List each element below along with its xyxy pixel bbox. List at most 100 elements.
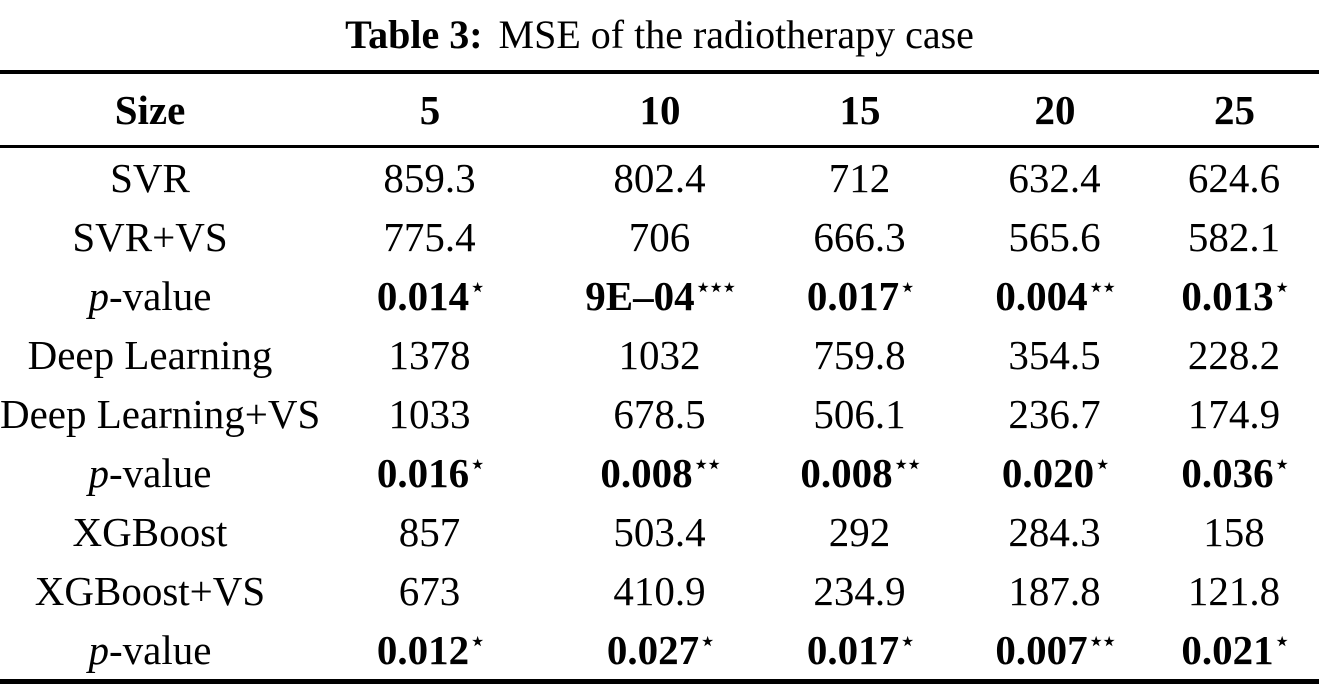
table-caption-text: MSE of the radiotherapy case <box>498 12 974 57</box>
value-number: 506.1 <box>813 390 906 437</box>
value-cell: 712 <box>760 147 960 208</box>
value-cell: 706 <box>560 207 760 266</box>
value-number: 857 <box>398 508 461 555</box>
row-label-text: XGBoost <box>72 508 228 555</box>
value-number: 582.1 <box>1187 213 1281 260</box>
value-number: 121.8 <box>1187 567 1281 614</box>
pvalue-row: p-value 0.014⋆ 9E–04⋆⋆⋆ 0.017⋆ 0.004⋆⋆ 0.013⋆ <box>0 266 1319 325</box>
value-cell: 410.9 <box>560 561 760 620</box>
value-cell: 0.008⋆⋆ <box>760 443 960 502</box>
value-number: 706 <box>628 213 691 260</box>
column-header-5: 25 <box>1150 72 1319 148</box>
value-number: 0.027 <box>606 626 700 673</box>
value-cell: 503.4 <box>560 502 760 561</box>
significance-stars: ⋆⋆⋆ <box>695 272 737 301</box>
value-number: 284.3 <box>1008 508 1101 555</box>
value-number: 678.5 <box>613 390 706 437</box>
row-label-text: Deep Learning+VS <box>0 390 321 437</box>
table-header: Size 5 10 15 20 25 <box>0 72 1319 148</box>
significance-stars: ⋆⋆ <box>693 449 722 478</box>
value-cell: 0.013⋆ <box>1150 266 1319 325</box>
value-cell: 775.4 <box>300 207 560 266</box>
row-label-text: -value <box>109 272 212 319</box>
column-header-0: Size <box>0 72 300 148</box>
row-label: p-value <box>0 266 300 325</box>
row-label-text: Deep Learning <box>27 331 273 378</box>
value-cell: 9E–04⋆⋆⋆ <box>560 266 760 325</box>
value-number: 759.8 <box>813 331 906 378</box>
value-number: 0.004 <box>995 272 1088 319</box>
value-cell: 859.3 <box>300 147 560 208</box>
value-cell: 0.027⋆ <box>560 620 760 682</box>
significance-stars: ⋆ <box>1095 449 1110 478</box>
value-number: 0.020 <box>1001 449 1095 496</box>
value-cell: 292 <box>760 502 960 561</box>
value-cell: 0.017⋆ <box>760 620 960 682</box>
value-cell: 284.3 <box>960 502 1150 561</box>
value-number: 1033 <box>388 390 471 437</box>
value-cell: 174.9 <box>1150 384 1319 443</box>
value-number: 354.5 <box>1008 331 1101 378</box>
value-cell: 632.4 <box>960 147 1150 208</box>
significance-stars: ⋆ <box>900 272 915 301</box>
value-number: 410.9 <box>613 567 706 614</box>
value-cell: 1378 <box>300 325 560 384</box>
significance-stars: ⋆ <box>470 449 485 478</box>
value-cell: 0.020⋆ <box>960 443 1150 502</box>
value-number: 859.3 <box>383 154 476 201</box>
value-number: 666.3 <box>813 213 906 260</box>
value-number: 292 <box>828 508 891 555</box>
row-label-text: -value <box>109 626 212 673</box>
row-label-italic-part: p <box>88 272 110 319</box>
table-caption: Table 3: MSE of the radiotherapy case <box>0 0 1319 70</box>
value-number: 0.007 <box>995 626 1088 673</box>
value-cell: 678.5 <box>560 384 760 443</box>
column-header-1: 5 <box>300 72 560 148</box>
row-label-text: -value <box>109 449 212 496</box>
row-label: p-value <box>0 620 300 682</box>
value-cell: 0.012⋆ <box>300 620 560 682</box>
value-number: 0.013 <box>1181 272 1274 319</box>
value-cell: 0.004⋆⋆ <box>960 266 1150 325</box>
significance-stars: ⋆⋆ <box>1088 272 1117 301</box>
column-header-3: 15 <box>760 72 960 148</box>
column-header-4: 20 <box>960 72 1150 148</box>
value-number: 0.008 <box>600 449 693 496</box>
value-cell: 0.036⋆ <box>1150 443 1319 502</box>
value-cell: 759.8 <box>760 325 960 384</box>
value-cell: 187.8 <box>960 561 1150 620</box>
value-cell: 228.2 <box>1150 325 1319 384</box>
value-number: 158 <box>1203 508 1265 555</box>
column-header-2: 10 <box>560 72 760 148</box>
value-cell: 234.9 <box>760 561 960 620</box>
method-row: Deep Learning+VS 1033 678.5 506.1 236.7 174.9 <box>0 384 1319 443</box>
significance-stars: ⋆ <box>1274 272 1290 301</box>
value-cell: 0.007⋆⋆ <box>960 620 1150 682</box>
value-number: 236.7 <box>1008 390 1101 437</box>
significance-stars: ⋆⋆ <box>1088 626 1117 655</box>
value-cell: 236.7 <box>960 384 1150 443</box>
value-number: 503.4 <box>613 508 706 555</box>
value-cell: 1033 <box>300 384 560 443</box>
value-cell: 354.5 <box>960 325 1150 384</box>
value-number: 712 <box>828 154 891 201</box>
row-label: XGBoost+VS <box>0 561 300 620</box>
value-cell: 0.021⋆ <box>1150 620 1319 682</box>
row-label-italic-part: p <box>88 626 110 673</box>
row-label-text: XGBoost+VS <box>34 567 266 614</box>
method-row: Deep Learning 1378 1032 759.8 354.5 228.2 <box>0 325 1319 384</box>
value-number: 0.021 <box>1181 626 1274 673</box>
value-cell: 565.6 <box>960 207 1150 266</box>
method-row: XGBoost 857 503.4 292 284.3 158 <box>0 502 1319 561</box>
value-number: 174.9 <box>1187 390 1281 437</box>
significance-stars: ⋆ <box>900 626 915 655</box>
pvalue-row: p-value 0.012⋆ 0.027⋆ 0.017⋆ 0.007⋆⋆ 0.021⋆ <box>0 620 1319 682</box>
row-label-italic-part: p <box>88 449 110 496</box>
value-cell: 0.014⋆ <box>300 266 560 325</box>
value-number: 624.6 <box>1187 154 1281 201</box>
value-number: 234.9 <box>813 567 906 614</box>
row-label-text: SVR+VS <box>72 213 228 260</box>
row-label: XGBoost <box>0 502 300 561</box>
pvalue-row: p-value 0.016⋆ 0.008⋆⋆ 0.008⋆⋆ 0.020⋆ 0.036⋆ <box>0 443 1319 502</box>
significance-stars: ⋆ <box>700 626 715 655</box>
